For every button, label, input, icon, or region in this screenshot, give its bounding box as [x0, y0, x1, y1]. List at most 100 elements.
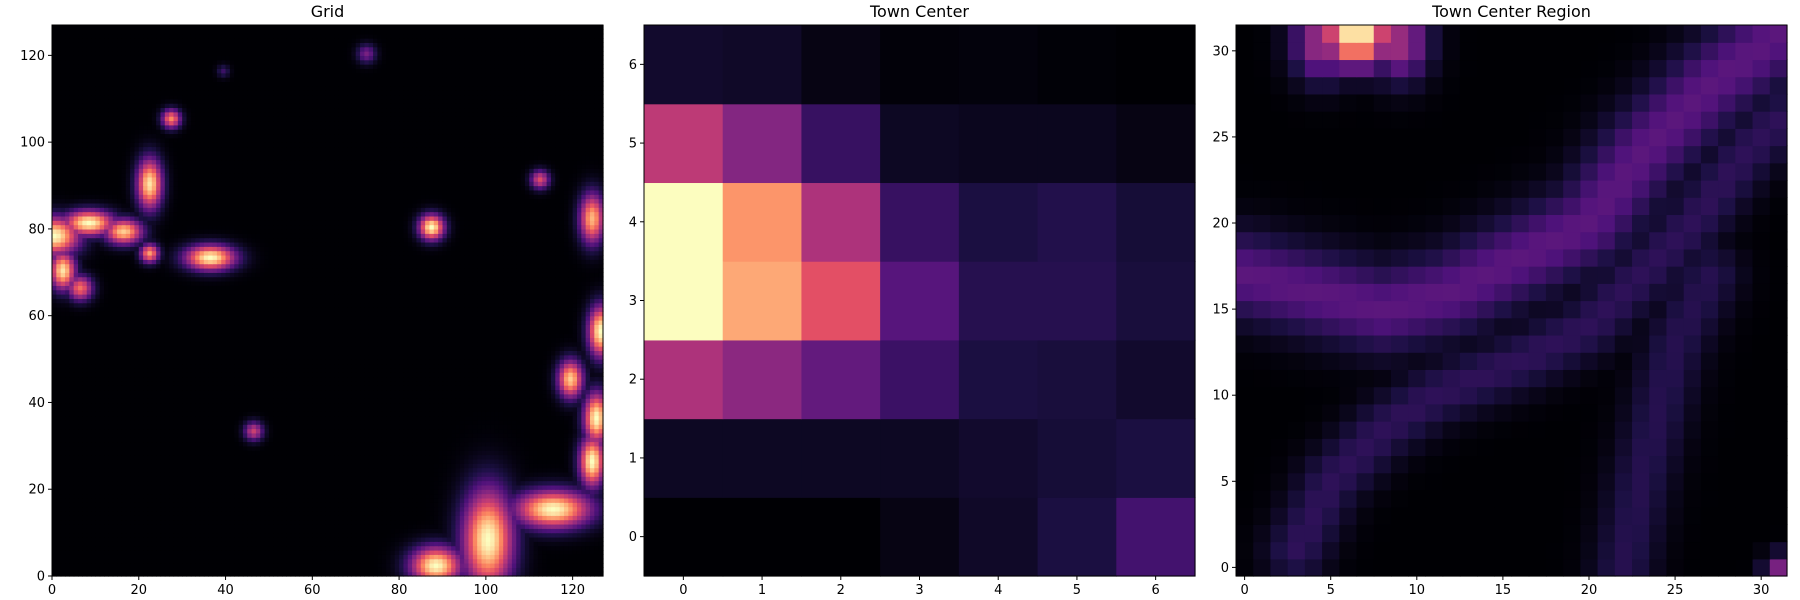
heatmap-cell: [460, 476, 465, 481]
heatmap-cell: [247, 537, 252, 542]
heatmap-cell: [586, 494, 591, 499]
heatmap-cell: [343, 520, 348, 525]
heatmap-cell: [338, 407, 343, 412]
heatmap-cell: [113, 515, 118, 520]
heatmap-cell: [334, 433, 339, 438]
heatmap-cell: [100, 411, 105, 416]
heatmap-cell: [61, 537, 66, 542]
heatmap-cell: [221, 554, 226, 559]
heatmap-cell: [508, 411, 513, 416]
heatmap-cell: [477, 559, 482, 564]
heatmap-cell: [182, 481, 187, 486]
heatmap-cell: [152, 537, 157, 542]
heatmap-cell: [482, 507, 487, 512]
heatmap-cell: [538, 498, 543, 503]
heatmap-cell: [499, 511, 504, 516]
heatmap-cell: [269, 511, 274, 516]
heatmap-cell: [239, 472, 244, 477]
heatmap-cell: [529, 533, 534, 538]
heatmap-cell: [182, 446, 187, 451]
heatmap-cell: [408, 489, 413, 494]
heatmap-cell: [152, 528, 157, 533]
heatmap-cell: [278, 442, 283, 447]
heatmap-cell: [408, 537, 413, 542]
heatmap-cell: [273, 468, 278, 473]
heatmap-cell: [234, 528, 239, 533]
heatmap-cell: [187, 485, 192, 490]
heatmap-cell: [252, 455, 257, 460]
heatmap-cell: [356, 446, 361, 451]
heatmap-cell: [169, 411, 174, 416]
heatmap-cell: [208, 442, 213, 447]
heatmap-cell: [382, 415, 387, 420]
heatmap-cell: [213, 533, 218, 538]
heatmap-cell: [590, 567, 595, 572]
heatmap-cell: [187, 463, 192, 468]
heatmap-cell: [542, 463, 547, 468]
heatmap-cell: [160, 550, 165, 555]
heatmap-cell: [91, 455, 96, 460]
heatmap-cell: [473, 424, 478, 429]
heatmap-cell: [291, 415, 296, 420]
heatmap-cell: [230, 563, 235, 568]
heatmap-cell: [503, 515, 508, 520]
heatmap-cell: [100, 442, 105, 447]
heatmap-cell: [187, 563, 192, 568]
heatmap-cell: [230, 407, 235, 412]
heatmap-cell: [347, 455, 352, 460]
heatmap-cell: [273, 541, 278, 546]
heatmap-cell: [56, 433, 61, 438]
heatmap-cell: [169, 468, 174, 473]
heatmap-cell: [321, 407, 326, 412]
heatmap-cell: [542, 459, 547, 464]
heatmap-cell: [373, 459, 378, 464]
heatmap-cell: [442, 541, 447, 546]
heatmap-cell: [56, 515, 61, 520]
heatmap-cell: [356, 546, 361, 551]
heatmap-cell: [482, 433, 487, 438]
heatmap-cell: [343, 468, 348, 473]
heatmap-cell: [221, 537, 226, 542]
heatmap-cell: [529, 476, 534, 481]
heatmap-cell: [412, 485, 417, 490]
heatmap-cell: [434, 463, 439, 468]
heatmap-cell: [395, 520, 400, 525]
heatmap-cell: [204, 489, 209, 494]
heatmap-cell: [551, 502, 556, 507]
heatmap-cell: [560, 424, 565, 429]
heatmap-cell: [547, 468, 552, 473]
heatmap-cell: [147, 472, 152, 477]
heatmap-cell: [386, 489, 391, 494]
heatmap-cell: [200, 494, 205, 499]
heatmap-cell: [113, 450, 118, 455]
heatmap-cell: [521, 567, 526, 572]
heatmap-cell: [234, 424, 239, 429]
heatmap-cell: [121, 455, 126, 460]
heatmap-cell: [217, 411, 222, 416]
heatmap-cell: [429, 511, 434, 516]
heatmap-cell: [469, 468, 474, 473]
heatmap-cell: [416, 537, 421, 542]
heatmap-cell: [273, 442, 278, 447]
heatmap-cell: [442, 550, 447, 555]
heatmap-cell: [525, 463, 530, 468]
heatmap-cell: [377, 502, 382, 507]
heatmap-cell: [143, 468, 148, 473]
heatmap-cell: [273, 459, 278, 464]
heatmap-cell: [187, 498, 192, 503]
heatmap-cell: [252, 502, 257, 507]
heatmap-cell: [351, 459, 356, 464]
heatmap-cell: [425, 485, 430, 490]
heatmap-cell: [464, 437, 469, 442]
heatmap-cell: [369, 420, 374, 425]
heatmap-cell: [373, 515, 378, 520]
heatmap-cell: [403, 567, 408, 572]
heatmap-cell: [226, 437, 231, 442]
heatmap-cell: [69, 559, 74, 564]
heatmap-cell: [295, 468, 300, 473]
heatmap-cell: [351, 494, 356, 499]
heatmap-cell: [108, 537, 113, 542]
heatmap-cell: [265, 407, 270, 412]
heatmap-cell: [455, 498, 460, 503]
heatmap-cell: [200, 533, 205, 538]
